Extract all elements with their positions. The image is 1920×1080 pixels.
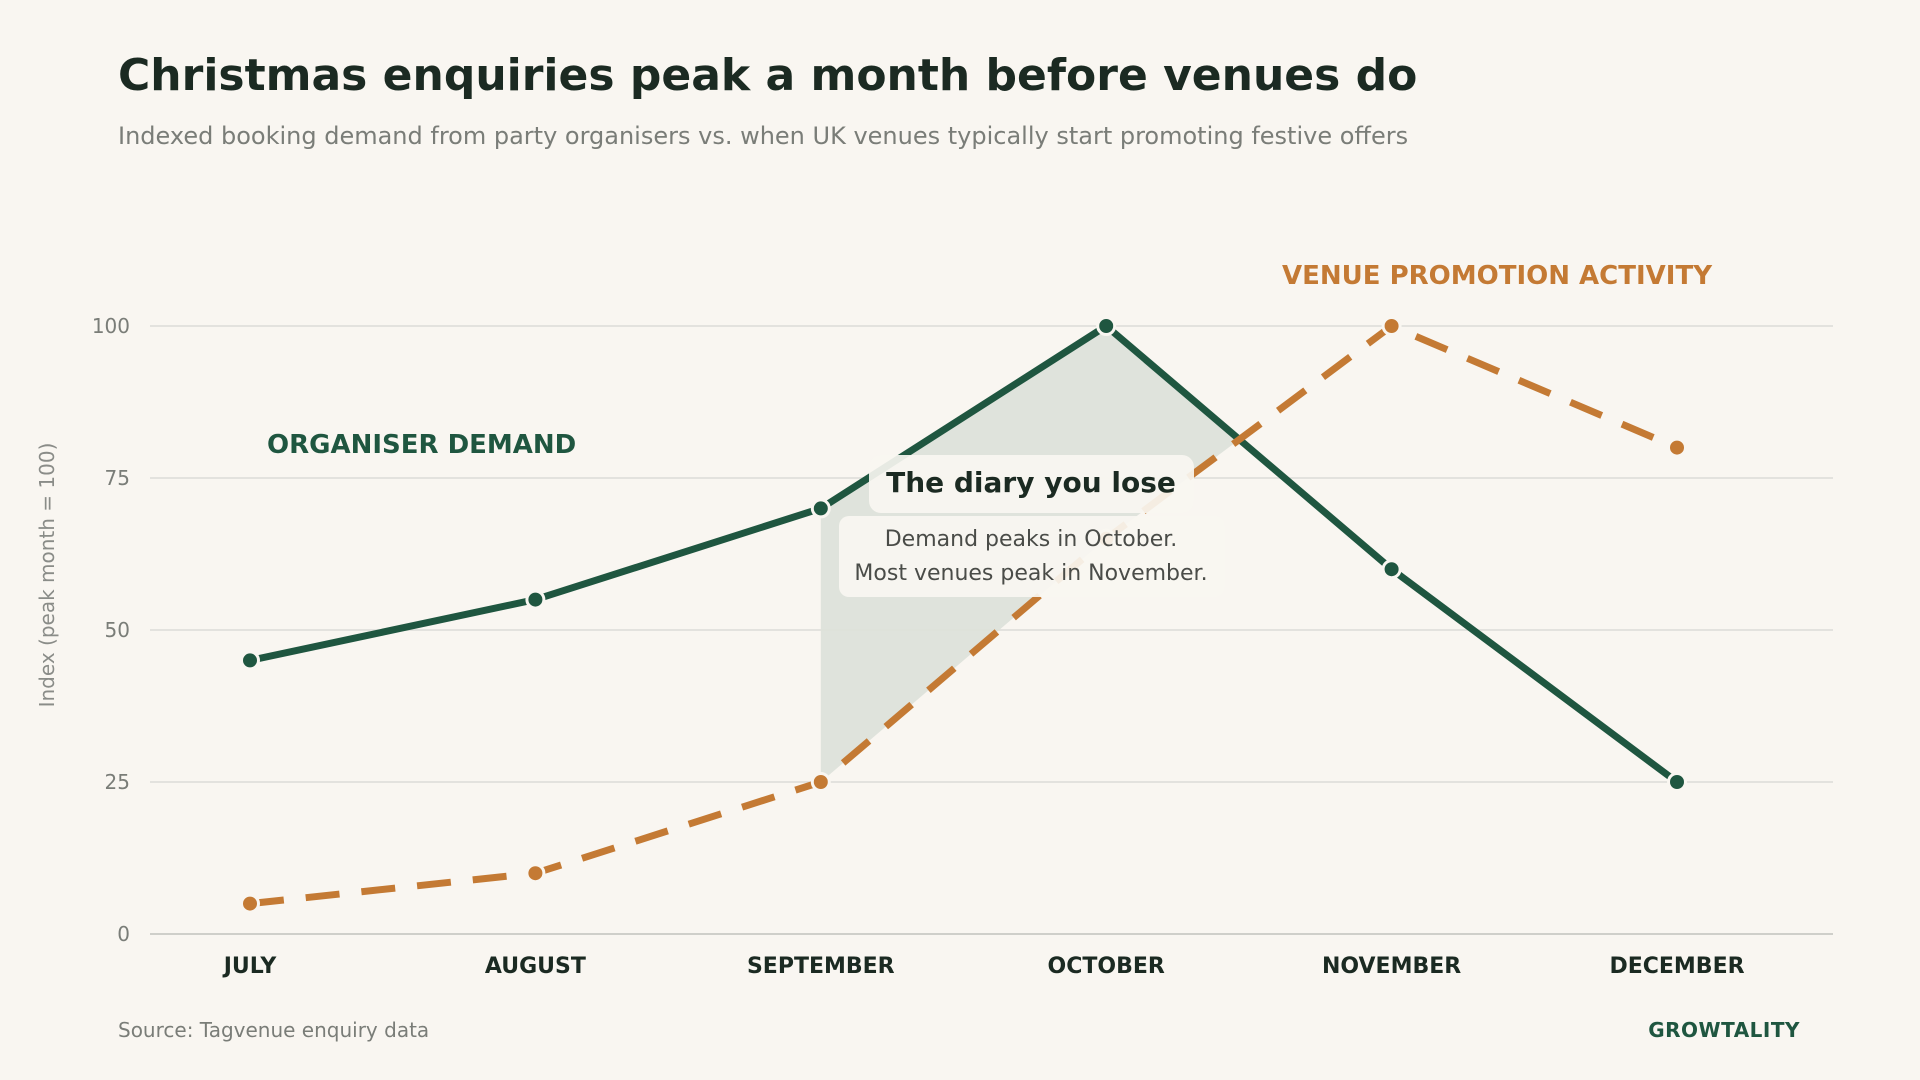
x-tick-label: DECEMBER <box>1609 954 1744 979</box>
annotation-line-2: Most venues peak in November. <box>854 561 1207 586</box>
annotation: The diary you lose Demand peaks in Octob… <box>839 455 1225 597</box>
data-point-organiser-demand <box>1667 772 1687 792</box>
data-point-organiser-demand <box>240 650 260 671</box>
y-tick-label: 50 <box>105 618 130 642</box>
series-line-organiser-demand <box>249 322 1680 785</box>
series-line-venue-promotion <box>249 322 1679 908</box>
chart-subtitle: Indexed booking demand from party organi… <box>118 122 1409 150</box>
brand-logo-text: GROWTALITY <box>1648 1018 1800 1042</box>
data-point-organiser-demand <box>1096 316 1117 336</box>
source-note: Source: Tagvenue enquiry data <box>118 1018 430 1042</box>
x-tick-label: AUGUST <box>485 954 586 979</box>
data-point-venue-promotion <box>1381 316 1402 336</box>
chart-title: Christmas enquiries peak a month before … <box>118 50 1418 101</box>
x-tick-label: NOVEMBER <box>1322 954 1461 979</box>
annotation-title: The diary you lose <box>886 466 1176 499</box>
y-tick-label: 100 <box>92 314 130 338</box>
y-axis-label: Index (peak month = 100) <box>35 443 59 708</box>
x-tick-label: JULY <box>222 954 278 979</box>
annotation-body-box <box>839 516 1225 597</box>
data-point-organiser-demand <box>1381 559 1402 580</box>
data-point-organiser-demand <box>810 498 831 519</box>
data-point-venue-promotion <box>525 863 546 884</box>
series-label-organiser-demand: ORGANISER DEMAND <box>267 430 576 460</box>
y-tick-label: 75 <box>105 466 130 490</box>
data-point-venue-promotion <box>1667 437 1687 458</box>
series-label-venue-promotion: VENUE PROMOTION ACTIVITY <box>1282 261 1713 291</box>
x-tick-label: SEPTEMBER <box>747 954 895 979</box>
y-tick-label: 25 <box>105 770 130 794</box>
data-point-venue-promotion <box>240 893 260 914</box>
annotation-line-1: Demand peaks in October. <box>885 527 1178 552</box>
annotation-title-box <box>869 455 1194 513</box>
y-tick-label: 0 <box>117 922 130 946</box>
data-point-venue-promotion <box>810 772 831 792</box>
data-point-organiser-demand <box>525 589 546 610</box>
x-tick-label: OCTOBER <box>1048 954 1165 979</box>
